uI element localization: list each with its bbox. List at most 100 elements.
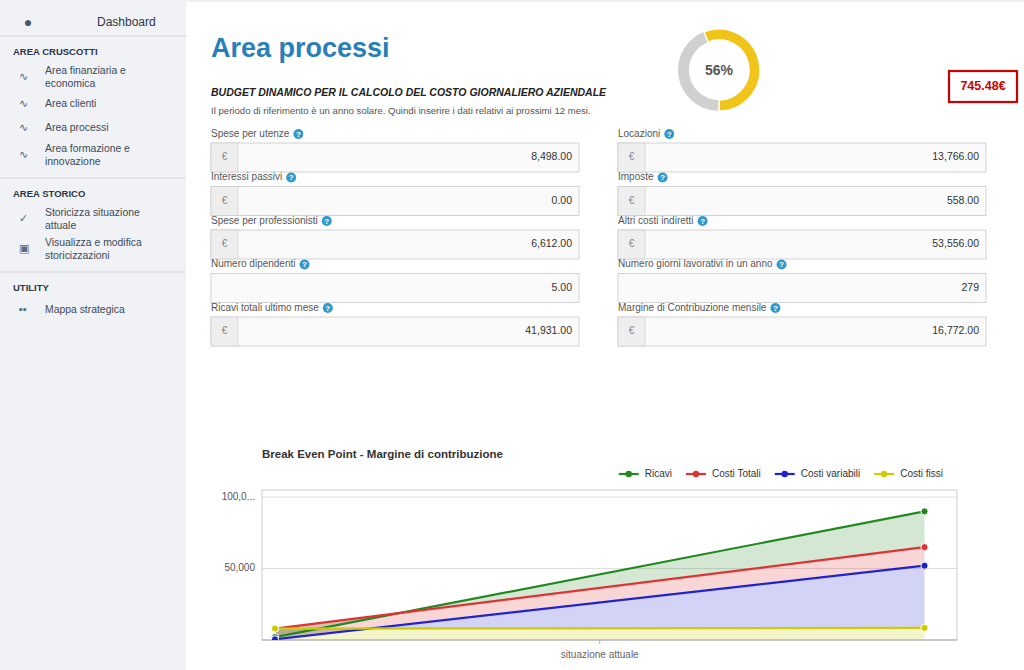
sidebar-link[interactable]: Visualizza e modificastoricizzazioni — [45, 236, 142, 260]
field-value: 8,498.00 — [531, 150, 572, 162]
legend-label: Costi Totali — [712, 468, 761, 479]
field-input[interactable] — [618, 274, 986, 303]
help-icon[interactable]: ? — [289, 173, 294, 182]
field-input[interactable] — [618, 317, 986, 346]
main-background — [186, 0, 1024, 670]
series-line — [275, 627, 925, 630]
legend: RicaviCosti TotaliCosti variabiliCosti f… — [619, 468, 943, 479]
home-link[interactable]: Dashboard — [97, 15, 156, 29]
form-field: Numero giorni lavorativi in un anno? 279 — [618, 258, 986, 302]
help-icon-circle[interactable] — [293, 129, 303, 139]
form-field: Numero dipendenti? 5.00 — [211, 258, 579, 302]
sidebar-icon: ∿ — [19, 148, 28, 160]
field-input[interactable] — [211, 230, 579, 259]
field-value: 279 — [961, 281, 979, 293]
main-content: Area processiBUDGET DINAMICO PER IL CALC… — [186, 0, 1024, 670]
text-line: innovazione — [45, 155, 101, 166]
sidebar-separator — [0, 178, 186, 179]
y-tick-label: 100,0... — [222, 491, 255, 502]
series-point — [921, 544, 928, 551]
currency-symbol: € — [629, 238, 635, 249]
sidebar-icon: ▪▪ — [19, 303, 27, 315]
form-field: Spese per utenze?€8,498.00 — [211, 128, 579, 172]
sidebar-section-title: UTILITY — [13, 282, 50, 293]
text-line: Storicizza situazione — [45, 206, 140, 217]
help-icon-circle[interactable] — [698, 216, 708, 226]
help-icon[interactable]: ? — [773, 304, 778, 313]
grid-line — [262, 497, 957, 498]
legend-item: Ricavi — [619, 468, 672, 479]
currency-addon — [618, 317, 645, 346]
help-icon[interactable]: ? — [296, 130, 301, 139]
text-line: Area finanziaria e — [45, 64, 126, 75]
sidebar: ●DashboardAREA CRUSCOTTI∿Area finanziari… — [0, 0, 186, 670]
series-line — [275, 511, 925, 637]
currency-addon — [618, 230, 645, 259]
sidebar-link[interactable]: Area finanziaria eeconomica — [45, 64, 126, 88]
help-icon[interactable]: ? — [700, 217, 705, 226]
series-line — [275, 547, 925, 628]
home-icon: ● — [24, 14, 32, 30]
form-field: Ricavi totali ultimo mese?€41,931.00 — [211, 302, 579, 346]
help-icon-circle[interactable] — [770, 303, 780, 313]
legend-marker — [626, 471, 632, 477]
sidebar-link[interactable]: Mappa strategica — [45, 304, 125, 315]
field-input[interactable] — [211, 317, 579, 346]
help-icon-circle[interactable] — [322, 216, 332, 226]
field-label: Imposte — [618, 171, 654, 182]
field-input[interactable] — [618, 187, 986, 216]
band-area — [275, 628, 925, 640]
help-icon[interactable]: ? — [667, 130, 672, 139]
currency-addon — [618, 187, 645, 216]
sidebar-icon: ∿ — [19, 121, 28, 133]
field-input[interactable] — [618, 230, 986, 259]
field-input[interactable] — [211, 274, 579, 303]
currency-symbol: € — [629, 195, 635, 206]
help-icon-circle[interactable] — [300, 260, 310, 270]
help-icon-circle[interactable] — [664, 129, 674, 139]
currency-addon — [211, 187, 238, 216]
band-area — [275, 547, 925, 639]
text-line: Area formazione e — [45, 142, 130, 153]
line-chart: Break Even Point - Margine di contribuzi… — [222, 448, 957, 660]
sidebar-link[interactable]: Area processi — [45, 122, 109, 133]
field-label: Numero dipendenti — [211, 258, 296, 269]
currency-symbol: € — [222, 238, 228, 249]
value-box — [949, 71, 1017, 102]
field-label: Interessi passivi — [211, 171, 282, 182]
budget-subtitle: Il periodo di riferimento è un anno sola… — [211, 105, 591, 116]
field-label: Numero giorni lavorativi in un anno — [618, 258, 773, 269]
sidebar-link[interactable]: Area formazione e innovazione — [45, 142, 130, 166]
help-icon-circle[interactable] — [658, 173, 668, 183]
text-line: storicizzazioni — [45, 249, 110, 260]
sidebar-link[interactable]: Area clienti — [45, 98, 96, 109]
field-label: Margine di Contribuzione mensile — [618, 302, 767, 313]
help-icon[interactable]: ? — [779, 260, 784, 269]
x-tick-label: situazione attuale — [561, 649, 639, 660]
help-icon[interactable]: ? — [302, 260, 307, 269]
help-icon[interactable]: ? — [325, 304, 330, 313]
chart-title: Break Even Point - Margine di contribuzi… — [262, 448, 503, 460]
help-icon-circle[interactable] — [286, 173, 296, 183]
form-field: Altri costi indiretti?€53,556.00 — [618, 215, 986, 259]
form-field: Margine di Contribuzione mensile?€16,772… — [618, 302, 986, 346]
field-input[interactable] — [211, 143, 579, 172]
legend-marker — [881, 471, 887, 477]
help-icon[interactable]: ? — [660, 173, 665, 182]
series-point — [271, 625, 278, 632]
field-label: Spese per professionisti — [211, 215, 318, 226]
field-value: 5.00 — [552, 281, 573, 293]
sidebar-link[interactable]: Storicizza situazioneattuale — [45, 206, 140, 230]
field-label: Altri costi indiretti — [618, 215, 694, 226]
field-input[interactable] — [618, 143, 986, 172]
help-icon-circle[interactable] — [777, 260, 787, 270]
page: {"page": { "sidebar": { "home": {"icon":… — [0, 0, 1024, 670]
form-field: Spese per professionisti?€6,612.00 — [211, 215, 579, 259]
field-value: 558.00 — [947, 194, 979, 206]
help-icon[interactable]: ? — [324, 217, 329, 226]
series-point — [921, 624, 928, 631]
help-icon-circle[interactable] — [323, 303, 333, 313]
field-input[interactable] — [211, 187, 579, 216]
field-value: 0.00 — [552, 194, 573, 206]
sidebar-background — [0, 0, 186, 670]
